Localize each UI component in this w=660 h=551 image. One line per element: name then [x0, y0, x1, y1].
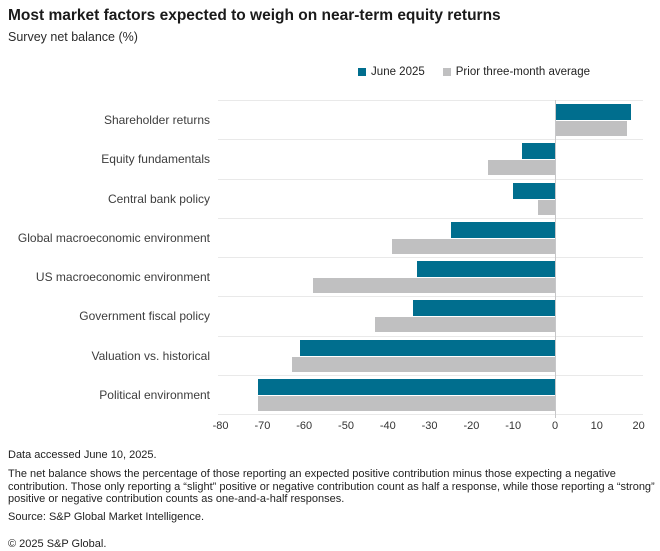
bar-june-2025	[521, 143, 555, 160]
legend-item-prior-average: Prior three-month average	[442, 66, 590, 78]
x-tick-label: -50	[338, 420, 354, 432]
legend-item-june-2025: June 2025	[358, 66, 425, 78]
x-tick-label: -60	[296, 420, 313, 432]
category-label: Valuation vs. historical	[91, 348, 211, 363]
zero-baseline	[555, 100, 556, 418]
category-label: Global macroeconomic environment	[17, 230, 210, 245]
bar-june-2025	[556, 104, 632, 120]
bar-june-2025	[513, 182, 555, 199]
category-label: Equity fundamentals	[101, 152, 210, 167]
bar-june-2025	[300, 339, 555, 356]
bar-prior-average	[312, 278, 555, 293]
x-tick-label: 10	[590, 420, 603, 432]
row-separator-line	[218, 296, 643, 298]
x-tick-label: -20	[463, 420, 480, 432]
chart-subtitle: Survey net balance (%)	[8, 30, 138, 44]
x-tick-label: 20	[632, 420, 645, 432]
bar-chart: Shareholder returns Equity fundamentals Ce…	[0, 100, 660, 432]
page-title: Most market factors expected to weigh on…	[8, 7, 501, 24]
bar-prior-average	[291, 356, 555, 372]
bar-june-2025	[450, 221, 555, 238]
chart-legend: June 2025 Prior three-month average	[358, 66, 590, 78]
row-separator-line	[218, 178, 643, 180]
bar-june-2025	[258, 378, 555, 395]
bar-prior-average	[375, 317, 555, 333]
row-separator-line	[218, 335, 643, 337]
category-label: Shareholder returns	[103, 113, 210, 127]
category-label: US macroeconomic environment	[35, 270, 210, 284]
legend-label: Prior three-month average	[455, 66, 590, 78]
row-separator-line	[218, 139, 643, 141]
bar-june-2025	[412, 300, 555, 317]
legend-swatch-icon	[358, 68, 367, 76]
x-tick-label: -10	[505, 420, 522, 432]
bar-prior-average	[556, 121, 628, 136]
x-tick-label: -80	[212, 420, 229, 432]
source-line: Source: S&P Global Market Intelligence.	[8, 511, 205, 523]
bar-prior-average	[258, 395, 555, 411]
bar-prior-average	[488, 160, 555, 176]
copyright-line: © 2025 S&P Global.	[8, 537, 107, 550]
bar-prior-average	[391, 238, 555, 254]
row-separator-line	[218, 414, 643, 415]
bar-prior-average	[538, 199, 555, 215]
legend-label: June 2025	[371, 66, 425, 78]
row-separator-line	[218, 374, 643, 376]
x-tick-label: 0	[551, 420, 559, 432]
category-label: Government fiscal policy	[79, 309, 210, 324]
bar-june-2025	[417, 261, 555, 277]
x-tick-label: -70	[254, 420, 271, 432]
legend-swatch-icon	[442, 68, 451, 76]
category-label: Political environment	[99, 387, 210, 402]
x-tick-label: -30	[421, 420, 438, 432]
row-separator-line	[218, 257, 643, 258]
data-accessed-note: Data accessed June 10, 2025.	[8, 449, 157, 461]
category-label: Central bank policy	[107, 191, 210, 206]
x-tick-label: -40	[379, 420, 396, 432]
row-separator-line	[218, 100, 643, 101]
row-separator-line	[218, 217, 643, 219]
methodology-note: The net balance shows the percentage of …	[8, 467, 655, 506]
chart-footer: Data accessed June 10, 2025. The net bal…	[8, 449, 656, 551]
